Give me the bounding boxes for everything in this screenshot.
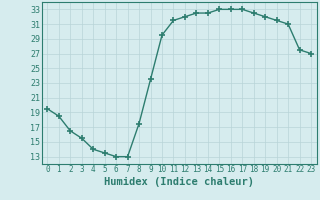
X-axis label: Humidex (Indice chaleur): Humidex (Indice chaleur) (104, 177, 254, 187)
